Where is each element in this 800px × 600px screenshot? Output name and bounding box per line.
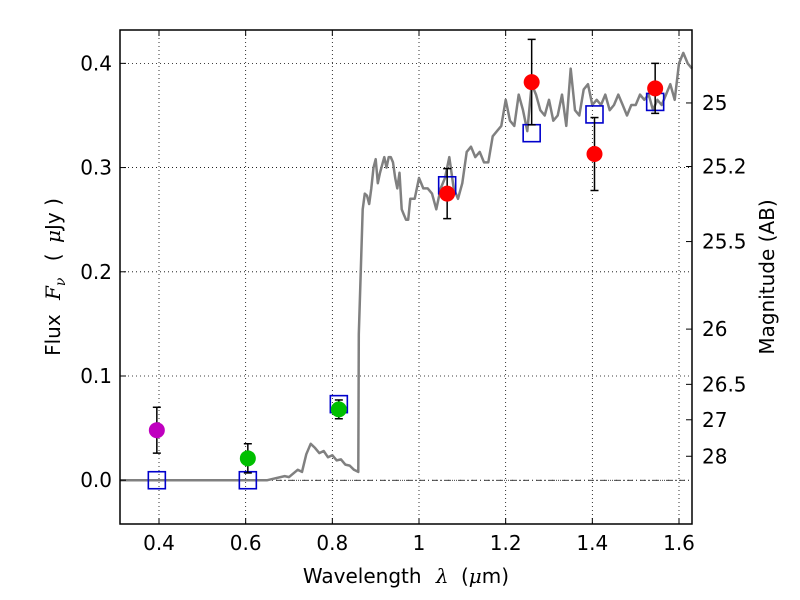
model-spectrum-line	[120, 51, 693, 482]
right-tick-label: 25.5	[702, 230, 747, 254]
x-axis-label-text: Wavelength	[303, 564, 422, 588]
y-axis-label-text: Flux	[41, 314, 65, 356]
y-axis-right-label: Magnitude (AB)	[755, 199, 779, 354]
right-tick-label: 27	[702, 408, 727, 432]
right-tick-label: 26.5	[702, 372, 747, 396]
x-tick-label: 0.4	[143, 531, 175, 555]
x-axis-label-mu: μ	[469, 564, 482, 588]
observed-point	[330, 401, 347, 418]
y-tick-label: 0.3	[80, 156, 112, 180]
x-tick-label: 1.6	[663, 531, 695, 555]
x-axis-label-open: (	[461, 564, 469, 588]
model-band-square	[147, 470, 167, 490]
model-bands-layer	[147, 92, 665, 490]
model-spectrum-layer	[120, 51, 693, 482]
x-tick-label: 0.8	[316, 531, 348, 555]
y-tick-label: 0.2	[80, 260, 112, 284]
y-axis-label-subscript: ν	[53, 277, 69, 286]
observed-point	[148, 422, 165, 439]
x-axis-label: Wavelength λ (μm)	[303, 564, 509, 588]
y-axis-label-mu: μ	[41, 230, 65, 243]
y-tick-label: 0.1	[80, 364, 112, 388]
x-tick-label: 1	[413, 531, 426, 555]
right-tick-label: 26	[702, 317, 727, 341]
y-axis-label-close: Jy )	[41, 198, 65, 232]
ticks: 0.4 0.6 0.8 1 1.2 1.4 1.6 0.0 0.1 0.2 0.3 0.4 25 25.2…	[80, 30, 747, 555]
y-axis-label-open: (	[41, 253, 65, 261]
observed-point	[586, 146, 603, 163]
x-axis-label-symbol: λ	[435, 564, 449, 588]
right-tick-label: 25	[702, 91, 727, 115]
observed-point	[523, 74, 540, 91]
y-axis-label-symbol: F	[41, 285, 65, 301]
observed-point	[239, 450, 256, 467]
grid	[120, 30, 692, 524]
x-axis-label-close: m)	[482, 564, 509, 588]
y-tick-label: 0.4	[80, 51, 112, 75]
observed-points-layer	[148, 38, 664, 474]
plot-frame	[119, 29, 693, 525]
right-tick-label: 28	[702, 444, 727, 468]
x-tick-label: 0.6	[230, 531, 262, 555]
y-tick-label: 0.0	[80, 468, 112, 492]
x-tick-label: 1.4	[576, 531, 608, 555]
right-tick-label: 25.2	[702, 155, 747, 179]
observed-point	[647, 80, 664, 97]
observed-point	[439, 185, 456, 202]
y-axis-label: Flux Fν ( μJy )	[41, 198, 70, 356]
x-tick-label: 1.2	[490, 531, 522, 555]
